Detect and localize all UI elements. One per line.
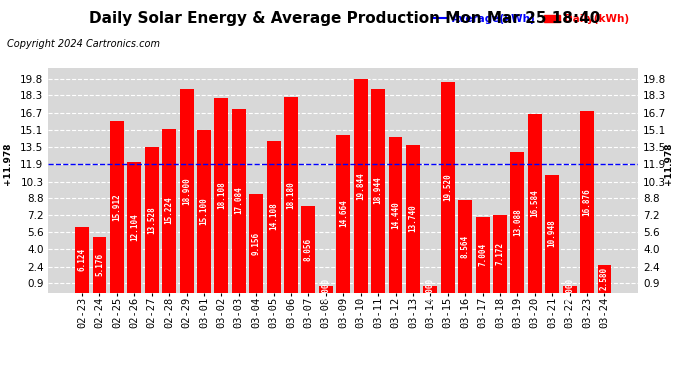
Text: 8.564: 8.564: [461, 235, 470, 258]
Bar: [580, 111, 594, 292]
Bar: [110, 121, 124, 292]
Text: 0.000: 0.000: [322, 278, 331, 301]
Text: 15.912: 15.912: [112, 193, 121, 221]
Text: +11.978: +11.978: [664, 142, 673, 185]
Bar: [371, 88, 385, 292]
Text: 18.900: 18.900: [182, 177, 191, 205]
Text: 16.876: 16.876: [582, 188, 591, 216]
Bar: [388, 137, 402, 292]
Text: 18.108: 18.108: [217, 181, 226, 209]
Bar: [406, 145, 420, 292]
Bar: [145, 147, 159, 292]
Bar: [249, 194, 263, 292]
Bar: [128, 162, 141, 292]
Text: 19.520: 19.520: [443, 174, 452, 201]
Text: 19.844: 19.844: [356, 172, 365, 200]
Bar: [424, 286, 437, 292]
Text: 9.156: 9.156: [252, 232, 261, 255]
Text: 2.580: 2.580: [600, 267, 609, 290]
Text: 0.000: 0.000: [426, 278, 435, 301]
Text: 7.172: 7.172: [495, 242, 504, 266]
Text: 17.084: 17.084: [235, 187, 244, 214]
Text: 15.224: 15.224: [165, 196, 174, 224]
Text: 6.124: 6.124: [77, 248, 86, 271]
Bar: [302, 206, 315, 292]
Text: 13.740: 13.740: [408, 205, 417, 232]
Text: 0.000: 0.000: [565, 278, 574, 301]
Bar: [458, 200, 472, 292]
Text: 14.440: 14.440: [391, 201, 400, 229]
Bar: [336, 135, 351, 292]
Bar: [284, 97, 298, 292]
Text: 12.104: 12.104: [130, 213, 139, 241]
Bar: [562, 286, 577, 292]
Bar: [215, 98, 228, 292]
Text: 14.108: 14.108: [269, 202, 278, 230]
Bar: [266, 141, 281, 292]
Bar: [92, 237, 106, 292]
Bar: [528, 114, 542, 292]
Text: 7.004: 7.004: [478, 243, 487, 266]
Text: 18.944: 18.944: [373, 177, 382, 204]
Bar: [475, 217, 489, 292]
Bar: [493, 215, 507, 292]
Bar: [598, 265, 611, 292]
Bar: [75, 226, 89, 292]
Bar: [179, 89, 193, 292]
Bar: [441, 82, 455, 292]
Bar: [511, 152, 524, 292]
Bar: [232, 109, 246, 292]
Bar: [354, 79, 368, 292]
Text: 14.664: 14.664: [339, 200, 348, 228]
Text: Daily Solar Energy & Average Production Mon Mar 25 18:40: Daily Solar Energy & Average Production …: [89, 11, 601, 26]
Text: +11.978: +11.978: [3, 142, 12, 185]
Bar: [319, 286, 333, 292]
Text: 18.180: 18.180: [286, 181, 295, 209]
Text: 16.584: 16.584: [531, 189, 540, 217]
Legend: Average(kWh), Daily(kWh): Average(kWh), Daily(kWh): [428, 10, 633, 28]
Bar: [197, 130, 211, 292]
Bar: [545, 175, 559, 292]
Text: Copyright 2024 Cartronics.com: Copyright 2024 Cartronics.com: [7, 39, 160, 50]
Text: 8.056: 8.056: [304, 238, 313, 261]
Text: 15.100: 15.100: [199, 197, 208, 225]
Text: 10.948: 10.948: [548, 220, 557, 248]
Text: 5.176: 5.176: [95, 253, 104, 276]
Text: 13.088: 13.088: [513, 208, 522, 236]
Bar: [162, 129, 176, 292]
Text: 13.528: 13.528: [147, 206, 156, 234]
